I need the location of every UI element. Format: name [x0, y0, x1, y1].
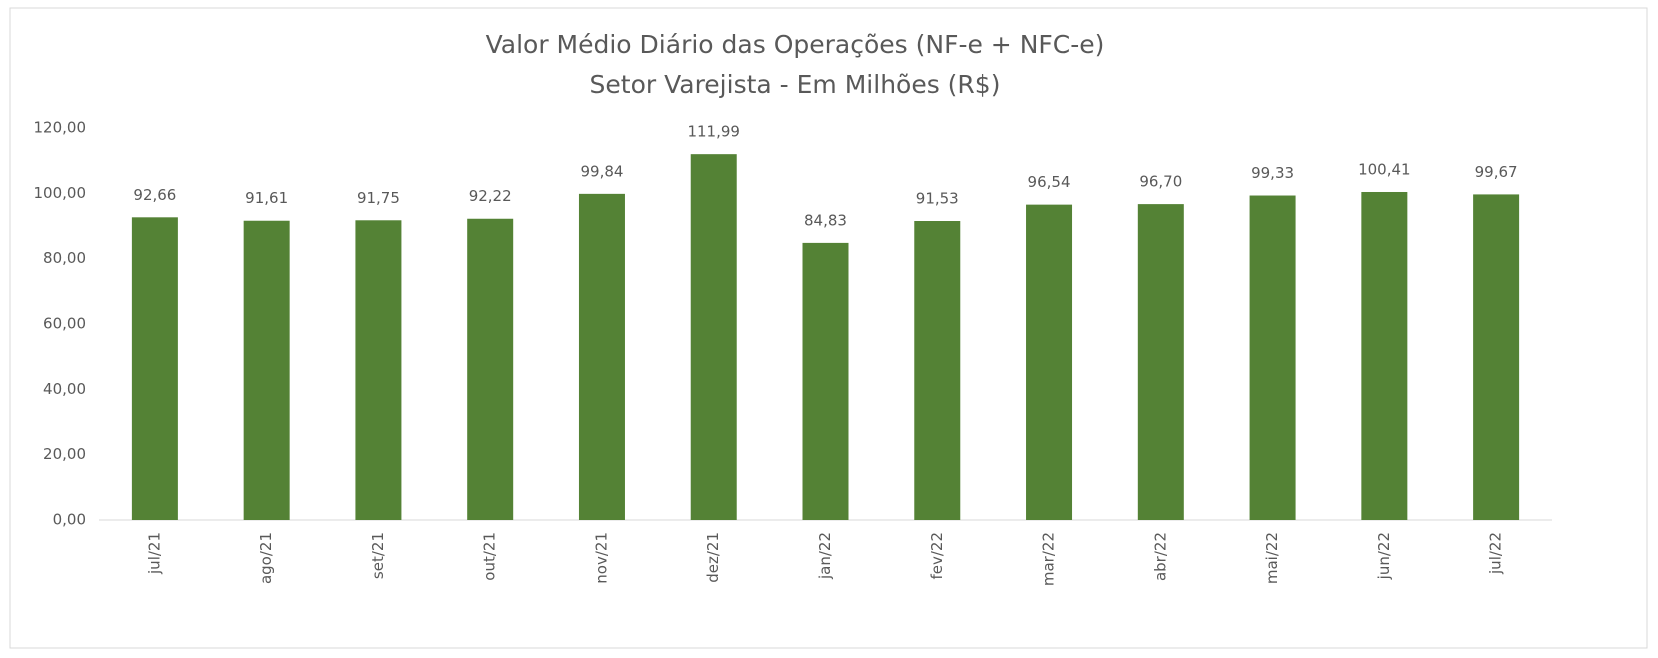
x-tick-label: fev/22: [928, 532, 946, 580]
x-tick-label: set/21: [369, 532, 387, 579]
data-label: 91,75: [357, 189, 400, 207]
x-tick-label: mar/22: [1040, 532, 1058, 586]
x-tick-label: out/21: [481, 532, 499, 581]
x-tick-label: mai/22: [1263, 532, 1281, 584]
y-tick-label: 120,00: [34, 119, 87, 137]
y-tick-label: 80,00: [43, 249, 86, 267]
y-tick-label: 20,00: [43, 445, 86, 463]
bar: [1026, 204, 1073, 521]
x-tick-label: ago/21: [257, 532, 275, 584]
x-tick-label: abr/22: [1151, 532, 1169, 581]
y-tick-label: 40,00: [43, 380, 86, 398]
data-label: 91,61: [245, 189, 288, 207]
data-label: 99,67: [1475, 163, 1518, 181]
bar: [243, 220, 290, 520]
data-label: 96,54: [1028, 173, 1071, 191]
y-tick-label: 100,00: [34, 184, 87, 202]
bar: [467, 218, 514, 521]
bar: [690, 154, 737, 520]
bar: [131, 217, 178, 520]
x-tick-label: dez/21: [704, 532, 722, 583]
data-label: 84,83: [804, 211, 847, 229]
data-label: 92,66: [133, 186, 176, 204]
data-label: 92,22: [469, 187, 512, 205]
bar: [1249, 195, 1296, 520]
bar: [1361, 191, 1408, 520]
x-tick-label: jun/22: [1375, 532, 1393, 580]
bar: [1137, 204, 1184, 520]
bar: [1473, 194, 1520, 521]
x-tick-label: jan/22: [816, 532, 834, 580]
data-label: 111,99: [687, 123, 740, 141]
bar: [355, 220, 402, 521]
data-label: 99,33: [1251, 164, 1294, 182]
x-tick-label: jul/21: [145, 532, 163, 575]
chart-subtitle: Setor Varejista - Em Milhões (R$): [590, 70, 1001, 99]
bar: [578, 193, 625, 520]
x-tick-label: jul/22: [1487, 532, 1505, 575]
y-tick-label: 0,00: [53, 511, 86, 529]
data-label: 99,84: [580, 162, 623, 180]
x-tick-label: nov/21: [592, 532, 610, 584]
data-label: 96,70: [1139, 173, 1182, 191]
data-label: 91,53: [916, 190, 959, 208]
bar: [914, 221, 961, 520]
y-tick-label: 60,00: [43, 315, 86, 333]
chart-title: Valor Médio Diário das Operações (NF-e +…: [486, 30, 1105, 59]
data-label: 100,41: [1358, 160, 1411, 178]
bar: [802, 242, 849, 520]
